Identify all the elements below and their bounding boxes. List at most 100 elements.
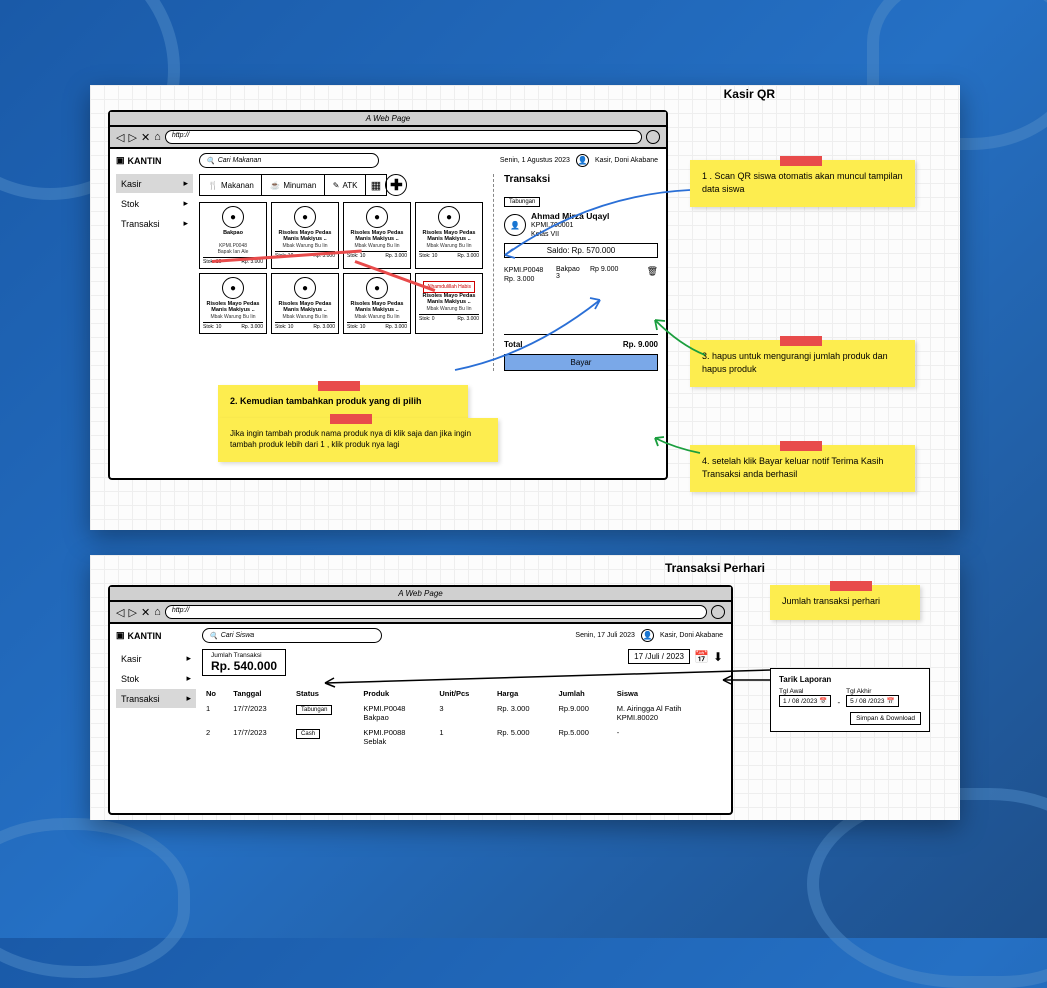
tab-minuman[interactable]: ☕Minuman <box>261 174 325 196</box>
chevron-right-icon: ▸ <box>186 693 191 704</box>
cell-student: M. Airingga Al Fatih KPMI.80020 <box>613 701 723 725</box>
url-bar[interactable]: http:// <box>165 605 707 619</box>
item-name: Bakpao <box>556 266 586 273</box>
table-header: No <box>202 686 229 701</box>
browser-window: A Web Page ◁ ▷ ✕ ⌂ http:// ▣ KANTIN Kasi… <box>108 585 733 815</box>
logo-icon: ▣ <box>116 630 125 641</box>
product-card[interactable]: Risoles Mayo Pedas Manis Makiyus ..Mbak … <box>343 273 411 334</box>
back-icon[interactable]: ◁ <box>116 606 124 619</box>
go-icon[interactable] <box>646 130 660 144</box>
item-code: KPMI.P0048 <box>504 266 552 275</box>
note-3: 3. hapus untuk mengurangi jumlah produk … <box>690 340 915 387</box>
search-input[interactable]: 🔍 Cari Makanan <box>199 153 379 168</box>
table-header: Produk <box>359 686 435 701</box>
item-price: Rp 9.000 <box>590 266 618 273</box>
user-avatar-icon[interactable]: 👤 <box>641 629 654 642</box>
student-class: Kelas VII <box>531 230 609 239</box>
sidebar-item-kasir[interactable]: Kasir▸ <box>116 174 193 193</box>
calendar-icon: 📅 <box>886 697 894 705</box>
from-label: Tgl Awal <box>779 688 831 695</box>
delete-icon[interactable]: 🗑 <box>647 266 658 277</box>
back-icon[interactable]: ◁ <box>116 131 124 144</box>
product-stock: Stok: 0 <box>419 316 435 322</box>
app-logo: ▣ KANTIN <box>116 630 196 641</box>
product-card[interactable]: Risoles Mayo Pedas Manis Makiyus ..Mbak … <box>199 273 267 334</box>
sidebar: ▣ KANTIN Kasir▸Stok▸Transaksi▸ <box>110 149 199 479</box>
chevron-right-icon: ▸ <box>186 673 191 684</box>
forward-icon[interactable]: ▷ <box>128 131 136 144</box>
pay-button[interactable]: Bayar <box>504 354 658 371</box>
product-image-icon <box>294 206 316 228</box>
total-label: Total <box>504 340 523 349</box>
forward-icon[interactable]: ▷ <box>128 606 136 619</box>
cart-line-item: KPMI.P0048Rp. 3.000 Bakpao3 Rp 9.000 🗑 <box>504 266 658 284</box>
cell-unit: 1 <box>435 725 493 749</box>
product-card[interactable]: Risoles Mayo Pedas Manis Makiyus ..Mbak … <box>343 202 411 269</box>
sidebar-item-kasir[interactable]: Kasir▸ <box>116 649 196 668</box>
product-name: Risoles Mayo Pedas Manis Makiyus .. <box>347 301 407 314</box>
add-icon[interactable]: ✚ <box>385 174 407 196</box>
date-filter[interactable]: 17 /Juli / 2023 <box>628 649 690 664</box>
sidebar-item-transaksi[interactable]: Transaksi▸ <box>116 689 196 708</box>
product-stock: Stok: 10 <box>275 324 293 330</box>
cell-total: Rp.5.000 <box>554 725 612 749</box>
mockup-card-kasir: Kasir QR A Web Page ◁ ▷ ✕ ⌂ http:// ▣ KA… <box>90 85 960 530</box>
product-grid: BakpaoKPMI.P0048Bapak Ian AleStok: 10Rp.… <box>199 202 483 334</box>
table-header: Unit/Pcs <box>435 686 493 701</box>
product-card[interactable]: Risoles Mayo Pedas Manis Makiyus ..Mbak … <box>271 273 339 334</box>
user-avatar-icon[interactable]: 👤 <box>576 154 589 167</box>
product-stock: Stok: 10 <box>203 324 221 330</box>
home-icon[interactable]: ⌂ <box>154 606 161 618</box>
close-icon[interactable]: ✕ <box>141 606 150 619</box>
trx-source[interactable]: Tabungan <box>504 197 540 207</box>
product-stock: Stok: 10 <box>419 253 437 259</box>
saldo-box: Saldo: Rp. 570.000 <box>504 243 658 258</box>
product-image-icon <box>438 206 460 228</box>
product-price: Rp. 3.000 <box>457 253 479 259</box>
download-icon[interactable]: ⬇ <box>713 650 723 664</box>
product-card[interactable]: Risoles Mayo Pedas Manis Makiyus ..Mbak … <box>415 202 483 269</box>
table-header: Siswa <box>613 686 723 701</box>
summary-value: Rp. 540.000 <box>211 659 277 673</box>
url-bar[interactable]: http:// <box>165 130 642 144</box>
download-report-button[interactable]: Simpan & Download <box>850 712 921 725</box>
date-label: Senin, 1 Agustus 2023 <box>500 157 570 164</box>
date-label: Senin, 17 Juli 2023 <box>575 632 635 639</box>
tab-icon: 🍴 <box>208 181 218 190</box>
home-icon[interactable]: ⌂ <box>154 131 161 143</box>
sidebar-item-stok[interactable]: Stok▸ <box>116 669 196 688</box>
close-icon[interactable]: ✕ <box>141 131 150 144</box>
status-pill: Cash <box>296 729 320 739</box>
product-name: Risoles Mayo Pedas Manis Makiyus .. <box>419 293 479 306</box>
trx-title: Transaksi <box>504 174 658 185</box>
item-qty: 3 <box>556 273 586 280</box>
item-unit-price: Rp. 3.000 <box>504 275 552 284</box>
go-icon[interactable] <box>711 605 725 619</box>
cell-price: Rp. 5.000 <box>493 725 554 749</box>
browser-titlebar: A Web Page <box>110 112 666 127</box>
search-input[interactable]: 🔍 Cari Siswa <box>202 628 382 643</box>
table-header: Jumlah <box>554 686 612 701</box>
date-to-input[interactable]: 5 / 08 /2023📅 <box>846 695 898 707</box>
product-supplier: Mbak Warung Bu Iin <box>282 314 327 320</box>
product-card[interactable]: Risoles Mayo Pedas Manis Makiyus ..Mbak … <box>271 202 339 269</box>
chevron-right-icon: ▸ <box>183 178 188 189</box>
tab-makanan[interactable]: 🍴Makanan <box>199 174 263 196</box>
product-image-icon <box>366 206 388 228</box>
date-from-input[interactable]: 1 / 08 /2023📅 <box>779 695 831 707</box>
tab-atk[interactable]: ✎ATK <box>324 174 367 196</box>
page-title: Transaksi Perhari <box>665 561 765 575</box>
calendar-icon[interactable]: 📅 <box>694 650 709 664</box>
cell-no: 1 <box>202 701 229 725</box>
search-icon: 🔍 <box>206 157 215 165</box>
table-row: 1 17/7/2023 Tabungan KPMI.P0048 Bakpao 3… <box>202 701 723 725</box>
status-pill: Tabungan <box>296 705 332 715</box>
sidebar-item-stok[interactable]: Stok▸ <box>116 194 193 213</box>
product-supplier: Mbak Warung Bu Iin <box>354 243 399 249</box>
chevron-right-icon: ▸ <box>183 198 188 209</box>
qr-icon[interactable]: ▦ <box>365 174 387 196</box>
sidebar-item-transaksi[interactable]: Transaksi▸ <box>116 214 193 233</box>
product-name: Risoles Mayo Pedas Manis Makiyus .. <box>419 230 479 243</box>
transaction-panel: Transaksi Tabungan 👤 Ahmad Mirza Uqayl K… <box>493 174 658 371</box>
table-row: 2 17/7/2023 Cash KPMI.P0088 Seblak 1 Rp.… <box>202 725 723 749</box>
